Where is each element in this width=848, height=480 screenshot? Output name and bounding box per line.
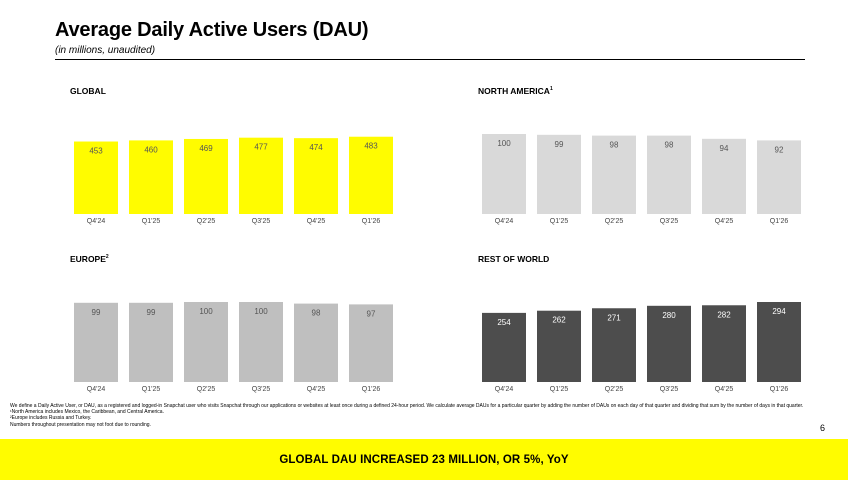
bar-Q1'26	[349, 136, 393, 214]
bar-Q2'25	[184, 138, 228, 214]
x-tick-label: Q4'24	[87, 386, 106, 393]
chart-europe-plot: 99 Q4'24 99 Q1'25 100 Q2'25 100 Q3'25 98 Q4'25 97 Q…	[74, 302, 393, 393]
x-tick-label: Q3'25	[252, 218, 271, 225]
bar-Q1'25	[129, 302, 173, 382]
x-tick-label: Q3'25	[660, 218, 679, 225]
x-tick-label: Q1'26	[362, 218, 381, 225]
data-label: 469	[199, 144, 213, 153]
data-label: 97	[367, 309, 376, 318]
footnote-europe: ²Europe includes Russia and Turkey.	[10, 415, 92, 422]
x-tick-label: Q3'25	[660, 386, 679, 393]
chart-north-america: NORTH AMERICA1 100 Q4'24 99 Q1'25 98 Q2'25 98 Q…	[478, 86, 818, 225]
x-tick-label: Q2'25	[197, 386, 216, 393]
chart-rest-of-world-plot: 254 Q4'24 262 Q1'25 271 Q2'25 280 Q3'25 282 Q4'25…	[482, 302, 801, 393]
footnote-definition: We define a Daily Active User, or DAU, a…	[10, 403, 804, 409]
bar-Q2'25	[592, 135, 636, 214]
data-label: 460	[144, 145, 158, 154]
x-tick-label: Q4'25	[307, 386, 326, 393]
bar-Q1'26	[349, 304, 393, 382]
data-label: 453	[89, 147, 103, 156]
bar-Q1'25	[537, 310, 581, 382]
bar-Q3'25	[647, 135, 691, 214]
x-tick-label: Q4'25	[715, 218, 734, 225]
data-label: 99	[555, 140, 564, 149]
x-tick-label: Q1'25	[142, 386, 161, 393]
bar-Q4'24	[482, 134, 526, 214]
bar-Q3'25	[239, 302, 283, 382]
page-number: 6	[820, 423, 826, 433]
bar-Q1'26	[757, 140, 801, 214]
chart-rest-of-world: REST OF WORLD 254 Q4'24 262 Q1'25 271 Q2'25 28…	[478, 254, 818, 393]
chart-europe: EUROPE2 99 Q4'24 99 Q1'25 100 Q2'25 100 Q3'25 98…	[70, 254, 410, 393]
x-tick-label: Q2'25	[605, 386, 624, 393]
data-label: 100	[199, 307, 213, 316]
chart-title: GLOBAL	[70, 86, 106, 96]
footnote-north-america: ¹North America includes Mexico, the Cari…	[10, 409, 164, 416]
bar-Q4'24	[482, 312, 526, 382]
chart-north-america-plot: 100 Q4'24 99 Q1'25 98 Q2'25 98 Q3'25 94 Q4'25 92 Q1…	[482, 134, 801, 225]
bar-Q4'25	[294, 138, 338, 214]
x-tick-label: Q4'24	[495, 386, 514, 393]
data-label: 99	[92, 308, 101, 317]
data-label: 98	[665, 141, 674, 150]
bar-Q4'24	[74, 141, 118, 214]
bar-Q2'25	[592, 308, 636, 382]
bar-Q4'25	[702, 138, 746, 214]
bar-Q4'25	[294, 303, 338, 382]
data-label: 474	[309, 143, 323, 152]
x-tick-label: Q4'25	[715, 386, 734, 393]
title-divider	[55, 59, 805, 60]
data-label: 282	[717, 310, 731, 319]
x-tick-label: Q1'25	[550, 218, 569, 225]
x-tick-label: Q4'24	[87, 218, 106, 225]
x-tick-label: Q1'25	[550, 386, 569, 393]
summary-banner: GLOBAL DAU INCREASED 23 MILLION, OR 5%, …	[0, 439, 848, 480]
data-label: 92	[775, 145, 784, 154]
x-tick-label: Q2'25	[605, 218, 624, 225]
chart-title: REST OF WORLD	[478, 254, 550, 264]
data-label: 98	[610, 141, 619, 150]
data-label: 254	[497, 318, 511, 327]
data-label: 271	[607, 313, 621, 322]
bar-Q1'26	[757, 302, 801, 382]
data-label: 94	[720, 144, 729, 153]
bar-Q1'25	[537, 134, 581, 214]
x-tick-label: Q1'26	[770, 386, 789, 393]
bar-Q3'25	[647, 305, 691, 382]
chart-title: EUROPE2	[70, 254, 109, 264]
x-tick-label: Q3'25	[252, 386, 271, 393]
x-tick-label: Q2'25	[197, 218, 216, 225]
data-label: 98	[312, 309, 321, 318]
x-tick-label: Q1'26	[770, 218, 789, 225]
bar-Q4'25	[702, 305, 746, 382]
x-tick-label: Q4'24	[495, 218, 514, 225]
data-label: 100	[497, 139, 511, 148]
data-label: 483	[364, 142, 378, 151]
data-label: 99	[147, 308, 156, 317]
footnotes: We define a Daily Active User, or DAU, a…	[10, 403, 810, 428]
page-title: Average Daily Active Users (DAU)	[55, 19, 369, 41]
x-tick-label: Q1'25	[142, 218, 161, 225]
data-label: 262	[552, 316, 566, 325]
chart-global-plot: 453 Q4'24 460 Q1'25 469 Q2'25 477 Q3'25 474 Q4'25…	[74, 136, 393, 225]
data-label: 280	[662, 311, 676, 320]
data-label: 100	[254, 307, 268, 316]
bar-Q2'25	[184, 302, 228, 382]
page-subtitle: (in millions, unaudited)	[55, 45, 156, 56]
data-label: 477	[254, 143, 268, 152]
x-tick-label: Q1'26	[362, 386, 381, 393]
bar-Q4'24	[74, 302, 118, 382]
bar-Q1'25	[129, 140, 173, 214]
chart-title: NORTH AMERICA1	[478, 86, 553, 96]
summary-banner-text: GLOBAL DAU INCREASED 23 MILLION, OR 5%, …	[279, 453, 569, 466]
chart-global: GLOBAL 453 Q4'24 460 Q1'25 469 Q2'25 477 Q3'25 4…	[70, 86, 410, 225]
data-label: 294	[772, 307, 786, 316]
x-tick-label: Q4'25	[307, 218, 326, 225]
footnote-rounding: Numbers throughout presentation may not …	[10, 421, 151, 428]
bar-Q3'25	[239, 137, 283, 214]
